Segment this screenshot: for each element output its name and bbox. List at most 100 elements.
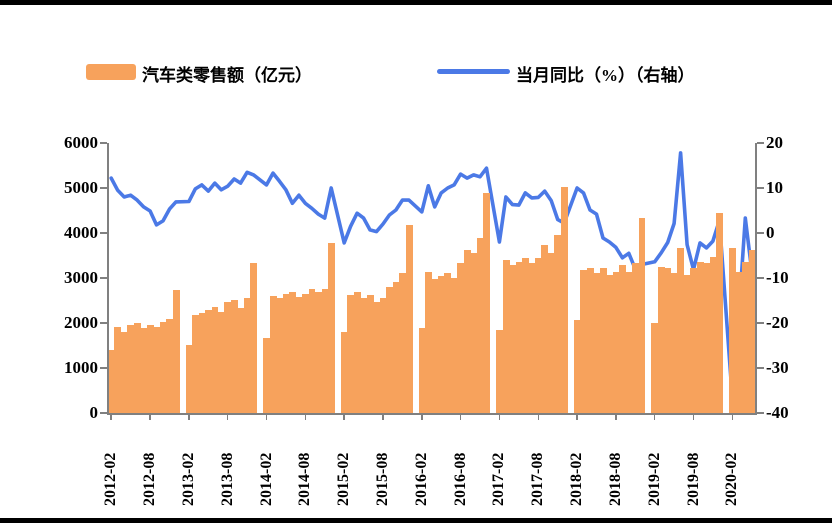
bar-2014-06 — [289, 291, 297, 413]
bar-2015-08 — [379, 297, 387, 413]
bar-2014-08 — [302, 294, 309, 413]
bar-2019-10 — [703, 263, 711, 413]
bar-2019-12 — [716, 213, 724, 413]
left-axis-tick-label: 4000 — [64, 223, 98, 242]
bar-2018-05 — [593, 273, 601, 413]
bar-2016-05 — [437, 275, 445, 413]
left-axis-tick-label: 6000 — [64, 133, 98, 152]
x-axis-tick-label: 2018-08 — [606, 452, 624, 506]
bar-2019-04 — [664, 268, 672, 413]
left-axis-tick — [100, 187, 107, 189]
bar-2014-03 — [269, 296, 277, 413]
x-axis-tick — [110, 414, 112, 420]
bar-2012-08 — [146, 324, 154, 413]
top-rule — [0, 0, 832, 5]
bar-2019-11 — [709, 257, 717, 413]
legend-bar-swatch — [86, 64, 136, 80]
left-axis-tick — [100, 232, 107, 234]
left-axis-tick — [100, 412, 107, 414]
x-axis-tick-label: 2018-02 — [568, 452, 586, 506]
x-axis-tick — [731, 414, 734, 420]
right-axis-tick — [756, 187, 764, 189]
bar-2014-09 — [308, 288, 316, 413]
x-axis-tick-label: 2013-08 — [218, 452, 236, 506]
bar-2014-07 — [295, 296, 303, 413]
bar-2020-04 — [742, 261, 749, 413]
bar-2018-08 — [612, 272, 620, 413]
bar-2013-11 — [243, 297, 251, 413]
right-axis-tick-label: -10 — [766, 268, 789, 287]
x-axis-tick — [498, 414, 501, 420]
x-axis-tick-label: 2012-08 — [141, 452, 159, 506]
bar-2012-12 — [172, 290, 180, 413]
bar-2013-12 — [250, 263, 258, 413]
left-axis-tick-label: 5000 — [64, 178, 98, 197]
right-axis-tick — [756, 412, 764, 414]
right-axis — [755, 143, 757, 415]
bottom-rule — [0, 518, 832, 523]
right-axis-tick-label: 0 — [766, 223, 775, 242]
bar-2017-07 — [528, 263, 536, 413]
x-axis-tick-label: 2019-02 — [645, 452, 663, 506]
bar-2017-11 — [554, 234, 562, 413]
bar-2019-08 — [690, 268, 698, 413]
x-axis-tick — [304, 414, 307, 420]
bar-2017-02 — [496, 329, 504, 413]
bar-2019-03 — [657, 267, 665, 413]
x-axis-tick-label: 2015-02 — [335, 452, 353, 506]
bar-2018-04 — [586, 268, 594, 413]
bar-2016-10 — [470, 253, 478, 413]
bar-2012-09 — [153, 327, 161, 413]
bar-2020-05 — [748, 250, 756, 413]
x-axis-tick — [459, 414, 462, 420]
left-axis-tick-label: 3000 — [64, 268, 98, 287]
bar-2013-09 — [230, 300, 238, 413]
bar-2013-08 — [224, 301, 232, 413]
bar-2013-04 — [198, 313, 206, 413]
bar-2014-10 — [315, 291, 322, 413]
bar-2013-02 — [185, 345, 193, 413]
x-axis-tick-label: 2019-08 — [684, 452, 702, 506]
bar-2018-02 — [573, 319, 581, 413]
bar-2016-02 — [418, 327, 426, 413]
bar-2015-06 — [366, 295, 374, 413]
bar-2019-06 — [677, 247, 685, 413]
left-axis-tick — [100, 142, 107, 144]
x-axis-tick — [149, 414, 151, 420]
bar-2018-09 — [619, 264, 627, 413]
x-axis-tick-label: 2012-02 — [102, 452, 120, 506]
right-axis-tick — [756, 277, 764, 279]
right-axis-tick-label: -40 — [766, 403, 789, 422]
x-axis-tick — [265, 414, 268, 420]
bar-2014-05 — [282, 294, 290, 413]
left-axis-tick — [100, 277, 107, 279]
bar-2013-10 — [237, 308, 245, 413]
bar-2018-10 — [625, 272, 633, 413]
x-axis-tick-label: 2016-08 — [451, 452, 469, 506]
bar-2014-12 — [327, 242, 335, 413]
bar-2013-07 — [217, 312, 225, 413]
bar-2012-05 — [127, 324, 135, 413]
x-axis-tick-label: 2015-08 — [374, 452, 391, 506]
left-axis-tick — [100, 367, 107, 369]
x-axis — [107, 413, 757, 415]
bar-2015-11 — [399, 273, 407, 413]
bar-2012-11 — [166, 318, 174, 413]
legend-bar-label: 汽车类零售额（亿元） — [142, 66, 312, 85]
bar-2016-04 — [431, 278, 439, 413]
x-axis-tick — [226, 414, 229, 420]
bar-2012-07 — [140, 327, 148, 413]
bar-2017-12 — [560, 187, 568, 413]
bar-2015-09 — [386, 287, 394, 413]
bar-2015-05 — [360, 297, 368, 413]
x-axis-tick — [188, 414, 190, 420]
right-axis-tick — [756, 142, 764, 144]
legend-line-label: 当月同比（%）（右轴） — [516, 66, 695, 85]
plot-area — [108, 143, 756, 413]
bar-2015-07 — [373, 301, 381, 413]
bar-2018-07 — [606, 274, 614, 413]
bar-2013-06 — [211, 306, 219, 413]
bar-2012-02 — [108, 350, 115, 413]
left-axis-tick-label: 1000 — [64, 358, 98, 377]
right-axis-tick-label: 10 — [766, 178, 783, 197]
